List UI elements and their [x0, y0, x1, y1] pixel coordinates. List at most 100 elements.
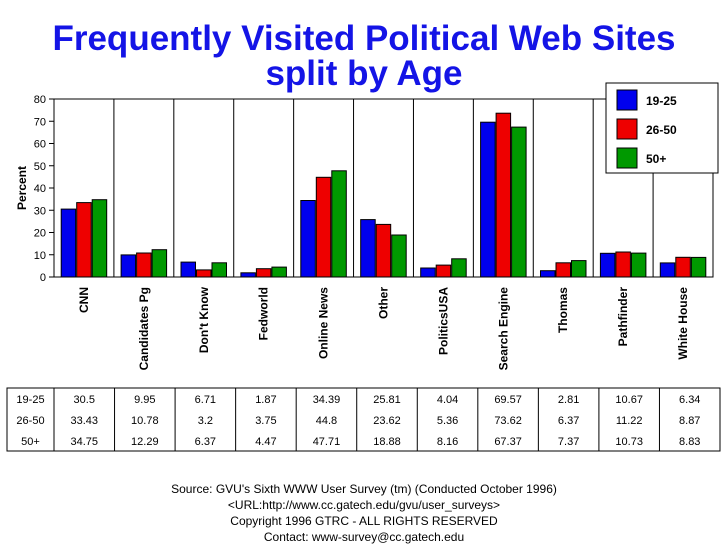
y-tick-label: 20 [34, 228, 46, 240]
table-cell: 18.88 [373, 436, 401, 448]
bar [331, 170, 347, 278]
category-label: Fedworld [257, 287, 271, 340]
bar [571, 260, 587, 278]
y-tick-label: 0 [40, 272, 46, 284]
category-label: Pathfinder [616, 287, 630, 347]
table-cell: 10.67 [615, 394, 643, 406]
bar [375, 223, 392, 278]
table-cell: 23.62 [373, 415, 401, 427]
category-label: Thomas [556, 287, 570, 333]
bar [151, 249, 168, 278]
y-tick-label: 10 [34, 250, 46, 262]
table-cell: 5.36 [437, 415, 458, 427]
plot-frame [53, 98, 714, 278]
chart-title-line1: Frequently Visited Political Web Sites [52, 19, 676, 58]
legend-swatch [616, 118, 638, 140]
table-cell: 4.47 [255, 436, 276, 448]
bar [196, 269, 212, 278]
bar [420, 267, 436, 278]
bar [495, 112, 512, 278]
category-label: Don't Know [197, 286, 211, 353]
table-cell: 10.73 [615, 436, 643, 448]
table-cell: 25.81 [373, 394, 401, 406]
footer-contact: Contact: www-survey@cc.gatech.edu [263, 530, 465, 544]
table-cell: 34.39 [313, 394, 341, 406]
table-row-label: 26-50 [16, 415, 44, 427]
table-cell: 2.81 [558, 394, 579, 406]
y-tick-label: 80 [34, 94, 46, 106]
table-cell: 6.37 [195, 436, 216, 448]
table-cell: 33.43 [71, 415, 99, 427]
bar [255, 268, 272, 278]
category-label: Online News [317, 287, 331, 359]
table-cell: 10.78 [131, 415, 159, 427]
table-cell: 3.2 [198, 415, 213, 427]
table-cell: 11.22 [616, 415, 643, 427]
footer-copyright: Copyright 1996 GTRC - ALL RIGHTS RESERVE… [230, 514, 498, 528]
table-cell: 8.87 [679, 415, 700, 427]
y-tick-label: 60 [34, 139, 46, 151]
bar [211, 262, 227, 278]
bar [91, 199, 108, 278]
table-cell: 67.37 [494, 436, 522, 448]
legend-swatch [616, 147, 638, 169]
table-cell: 12.29 [131, 436, 159, 448]
table-cell: 47.71 [313, 436, 341, 448]
bar [675, 256, 691, 278]
bar [60, 208, 77, 278]
table-cell: 4.04 [437, 394, 458, 406]
legend-swatch [616, 89, 638, 111]
table-cell: 8.16 [437, 436, 458, 448]
table-cell: 6.37 [558, 415, 579, 427]
bar [120, 254, 137, 278]
bar [451, 258, 467, 278]
bar [630, 252, 647, 278]
data-table [6, 387, 721, 452]
table-cell: 3.75 [255, 415, 276, 427]
category-label: Search Engine [496, 287, 510, 371]
table-cell: 30.5 [74, 394, 95, 406]
bar [615, 251, 631, 278]
table-row-label: 50+ [21, 436, 40, 448]
table-cell: 69.57 [494, 394, 522, 406]
footer-source: Source: GVU's Sixth WWW User Survey (tm)… [171, 482, 557, 496]
bar [555, 262, 571, 278]
bar [136, 252, 152, 278]
category-label: PoliticsUSA [436, 287, 450, 355]
bar [360, 219, 376, 278]
bar [659, 262, 676, 278]
bar [435, 264, 452, 278]
bar [690, 256, 707, 278]
table-cell: 6.34 [679, 394, 700, 406]
bar [480, 121, 496, 278]
bar [540, 270, 556, 278]
bar [599, 252, 616, 278]
y-axis-label: Percent [15, 166, 29, 210]
legend-label: 19-25 [646, 94, 677, 108]
footer-url: <URL:http://www.cc.gatech.edu/gvu/user_s… [227, 498, 501, 512]
table-cell: 73.62 [494, 415, 522, 427]
table-row-label: 19-25 [16, 394, 44, 406]
bar [315, 176, 332, 278]
bar [180, 261, 196, 278]
y-tick-label: 40 [34, 183, 46, 195]
table-cell: 9.95 [134, 394, 155, 406]
y-tick-label: 30 [34, 205, 46, 217]
chart-title-line2: split by Age [265, 54, 463, 93]
bar [76, 202, 92, 278]
legend-label: 26-50 [646, 123, 677, 137]
category-label: Other [377, 287, 391, 319]
table-cell: 1.87 [255, 394, 276, 406]
table-cell: 44.8 [316, 415, 337, 427]
category-label: Candidates Pg [137, 287, 151, 370]
bar [391, 234, 407, 278]
category-label: CNN [77, 287, 91, 313]
table-cell: 6.71 [195, 394, 216, 406]
table-cell: 7.37 [558, 436, 579, 448]
y-tick-label: 50 [34, 161, 46, 173]
bar [271, 266, 287, 278]
bar [511, 126, 527, 278]
y-tick-label: 70 [34, 116, 46, 128]
legend-label: 50+ [646, 152, 666, 166]
